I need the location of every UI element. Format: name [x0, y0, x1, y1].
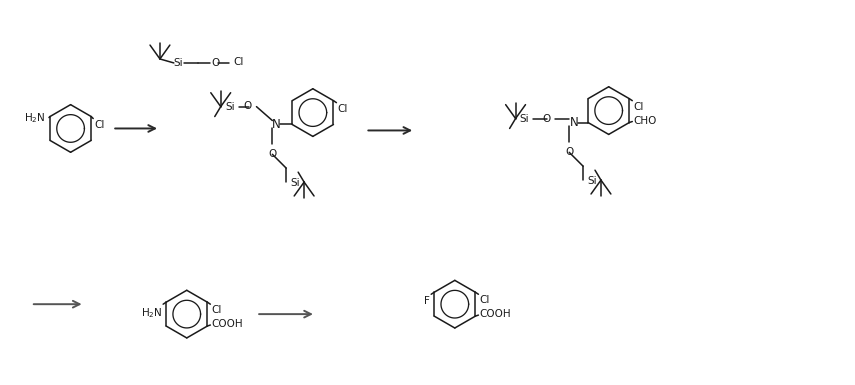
Text: O: O	[268, 149, 276, 159]
Text: Cl: Cl	[634, 102, 644, 112]
Text: H$_2$N: H$_2$N	[140, 306, 162, 320]
Text: Cl: Cl	[233, 57, 244, 67]
Text: O: O	[565, 147, 574, 157]
Text: COOH: COOH	[480, 309, 511, 319]
Text: Si: Si	[225, 102, 234, 112]
Text: Cl: Cl	[211, 305, 221, 315]
Text: N: N	[272, 118, 280, 131]
Text: Cl: Cl	[94, 119, 104, 129]
Text: Si: Si	[290, 178, 300, 188]
Text: Cl: Cl	[338, 104, 348, 114]
Text: F: F	[424, 296, 430, 306]
Text: O: O	[211, 58, 220, 68]
Text: CHO: CHO	[634, 116, 657, 126]
Text: Si: Si	[174, 58, 184, 68]
Text: Cl: Cl	[480, 295, 490, 305]
Text: Si: Si	[587, 176, 597, 186]
Text: O: O	[542, 114, 551, 124]
Text: N: N	[569, 116, 579, 129]
Text: O: O	[243, 100, 251, 110]
Text: COOH: COOH	[211, 319, 243, 329]
Text: Si: Si	[520, 114, 529, 124]
Text: H$_2$N: H$_2$N	[25, 112, 46, 126]
